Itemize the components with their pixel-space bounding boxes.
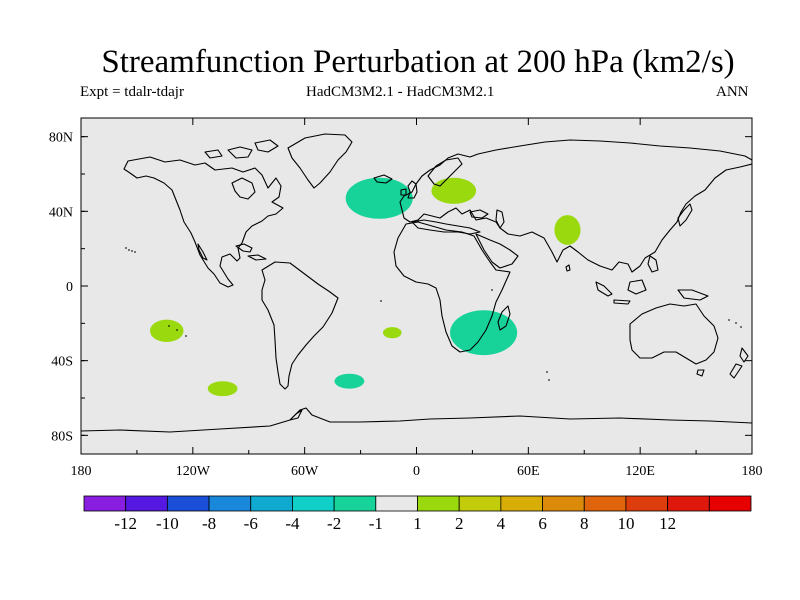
colorbar-label: -4 [285, 514, 300, 533]
season-label: ANN [716, 84, 749, 100]
coast-africa [393, 221, 511, 353]
latitude-axis: 80N 40N 0 40S 80S [49, 131, 752, 444]
model-label: HadCM3M2.1 - HadCM3M2.1 [306, 84, 495, 100]
colorbar-swatch [500, 495, 543, 512]
coast-iceland [373, 174, 393, 184]
coast-ireland [400, 188, 407, 196]
coast-madagascar [497, 305, 511, 331]
experiment-label: Expt = tdalr-tdajr [80, 84, 184, 100]
lon-tick-label: 60W [291, 464, 319, 479]
colorbar-label: 8 [580, 514, 589, 533]
colorbar-swatch [625, 495, 669, 512]
lon-tick-label: 0 [413, 464, 420, 479]
coast-borneo [627, 279, 647, 295]
anomaly-north-atlantic-negative [345, 177, 413, 219]
colorbar-label: -8 [202, 514, 216, 533]
coast-tasmania [696, 369, 705, 377]
colorbar-label: -12 [114, 514, 137, 533]
coast-java [613, 299, 631, 305]
coast-australia [629, 303, 719, 365]
lat-tick-label: 80N [49, 131, 73, 146]
coast-south-america [261, 261, 339, 390]
coast-arabia [475, 233, 519, 269]
longitude-axis: 180 120W 60W 0 60E 120E 180 [71, 118, 763, 479]
lon-tick-label: 60E [517, 464, 540, 479]
coast-sumatra [595, 281, 613, 297]
coast-north-america [123, 156, 284, 288]
lon-tick-label: 120W [176, 464, 211, 479]
colorbar-label: 10 [617, 514, 634, 533]
coast-antarctic-peninsula [289, 409, 303, 421]
coast-sri-lanka [565, 264, 571, 272]
coast-new-zealand [729, 347, 749, 379]
colorbar-label: -6 [244, 514, 258, 533]
coast-hudson-bay [231, 177, 256, 200]
anomaly-south-pacific-positive [149, 319, 184, 342]
colorbar-label: 12 [659, 514, 676, 533]
coast-eurasia [399, 139, 752, 273]
coast-scandinavia [427, 157, 463, 187]
colorbar: -12 -10 -8 -6 -4 -2 -1 1 2 4 6 8 10 12 [83, 495, 752, 533]
anomaly-eastern-europe-positive [431, 177, 477, 204]
colorbar-swatch [458, 495, 502, 512]
colorbar-label: 2 [455, 514, 464, 533]
anomaly-south-atlantic-negative [334, 373, 365, 389]
coast-caspian-sea [495, 209, 505, 229]
lat-tick-label: 40N [49, 205, 73, 220]
colorbar-swatch [166, 495, 210, 512]
colorbar-label: 6 [538, 514, 547, 533]
lat-tick-label: 0 [66, 280, 73, 295]
colorbar-label: 4 [497, 514, 506, 533]
colorbar-swatch [333, 495, 377, 512]
colorbar-label: -1 [369, 514, 383, 533]
lat-tick-label: 80S [51, 429, 73, 444]
colorbar-swatch [208, 495, 252, 512]
colorbar-swatch [583, 495, 627, 512]
colorbar-swatch [667, 495, 710, 512]
coastlines [81, 133, 752, 433]
lon-tick-label: 180 [71, 464, 92, 479]
coast-cuba [247, 254, 267, 261]
colorbar-swatch [417, 495, 460, 512]
colorbar-label: 1 [413, 514, 422, 533]
lon-tick-label: 180 [742, 464, 763, 479]
lat-tick-label: 40S [51, 355, 73, 370]
chart-title: Streamfunction Perturbation at 200 hPa (… [101, 44, 735, 80]
colorbar-swatch [292, 495, 335, 512]
coast-philippines [647, 255, 659, 273]
coast-greenland [287, 133, 353, 189]
map-background [81, 118, 752, 454]
lon-tick-label: 120E [625, 464, 655, 479]
coast-japan [677, 203, 693, 227]
anomaly-south-atlantic-small-positive [382, 327, 402, 339]
coast-new-guinea [677, 289, 709, 301]
colorbar-label: -10 [156, 514, 179, 533]
anomaly-south-pacific-far-positive [207, 381, 238, 397]
colorbar-swatch [708, 495, 752, 512]
coast-small-islands [125, 247, 742, 381]
colorbar-label: -2 [327, 514, 341, 533]
coast-black-sea [469, 209, 489, 219]
colorbar-swatch [375, 495, 418, 512]
coast-antarctica [81, 407, 752, 433]
coast-great-britain [407, 180, 418, 199]
colorbar-swatch [250, 495, 293, 512]
colorbar-swatch [542, 495, 585, 512]
colorbar-swatch [125, 495, 168, 512]
coast-gulf-mexico [235, 243, 253, 253]
coast-canadian-islands [204, 139, 279, 159]
anomaly-india-positive [554, 215, 581, 245]
colorbar-swatch [83, 495, 127, 512]
coast-baja [197, 243, 208, 261]
coast-mediterranean [411, 219, 481, 235]
